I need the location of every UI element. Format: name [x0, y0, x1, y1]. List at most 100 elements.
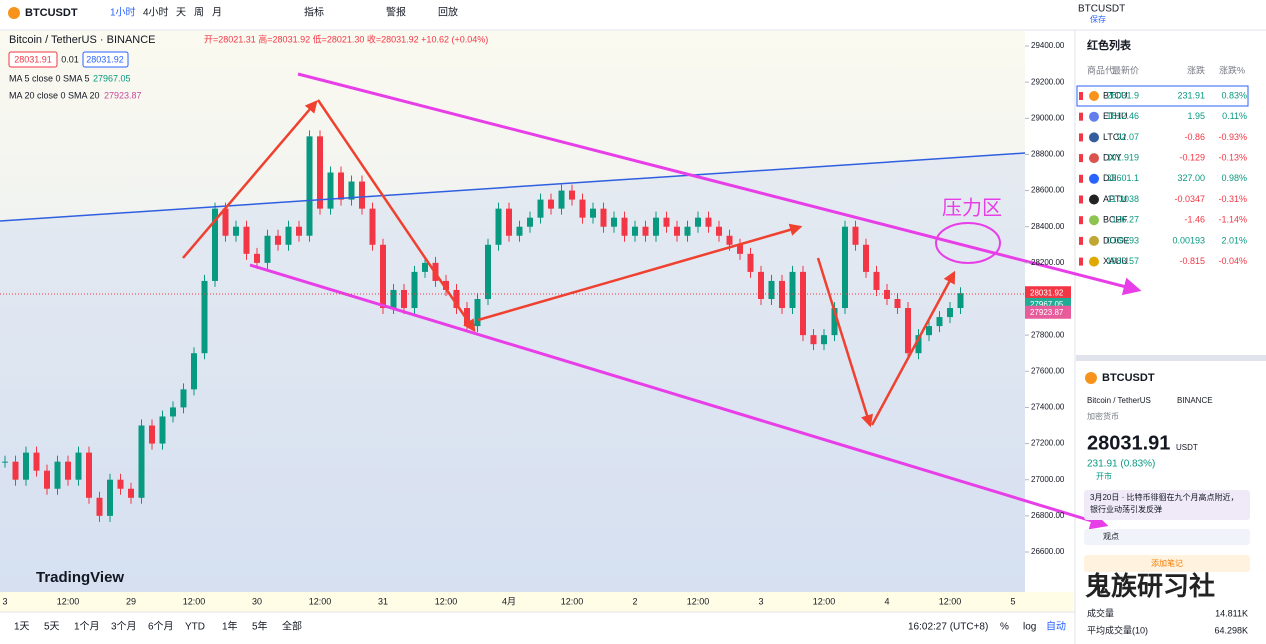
cell: -0.129: [1179, 152, 1205, 162]
range[interactable]: 5年: [252, 620, 268, 633]
news-box[interactable]: [1084, 490, 1250, 520]
range[interactable]: 5天: [44, 622, 60, 633]
candle: [138, 425, 145, 498]
range[interactable]: YTD: [185, 622, 205, 633]
candle: [159, 416, 166, 444]
interval[interactable]: 周: [194, 7, 204, 19]
spread: 0.01: [61, 54, 79, 64]
x-tick-label: 5: [1010, 596, 1015, 606]
candle: [33, 452, 40, 471]
interval[interactable]: 月: [212, 7, 222, 19]
candle: [296, 226, 302, 236]
cell[interactable]: BCHF: [1103, 215, 1128, 225]
cell[interactable]: LTCU: [1103, 132, 1126, 142]
watchlist-title[interactable]: 红色列表: [1087, 38, 1132, 52]
y-tick-label: 29200.00: [1031, 77, 1065, 86]
ask[interactable]: 28031.92: [86, 54, 124, 64]
y-tick-label: 27800.00: [1031, 330, 1065, 339]
candle: [737, 244, 743, 254]
range[interactable]: 3个月: [111, 621, 137, 633]
candle: [947, 308, 953, 318]
y-tick-label: 28800.00: [1031, 150, 1065, 159]
candle: [621, 217, 628, 236]
ideas-box[interactable]: [1084, 529, 1250, 545]
y-tick-label: 29000.00: [1031, 113, 1065, 122]
flag: [1079, 133, 1083, 142]
clock: 16:02:27 (UTC+8): [908, 622, 988, 633]
candle: [506, 208, 512, 236]
bid[interactable]: 28031.91: [14, 54, 52, 64]
symbol[interactable]: BTCUSDT: [25, 7, 78, 19]
percent[interactable]: %: [1000, 622, 1009, 633]
news[interactable]: 3月20日 · 比特币徘徊在九个月高点附近，银行业动荡引发反弹: [1090, 493, 1239, 514]
range[interactable]: 全部: [282, 620, 302, 633]
arrow: [816, 257, 873, 428]
note-box[interactable]: [1084, 555, 1250, 572]
cell[interactable]: BTCU: [1103, 90, 1128, 100]
price-tag-label: 28031.92: [1030, 288, 1064, 297]
interval[interactable]: 1小时: [110, 7, 136, 19]
y-tick-label: 28600.00: [1031, 186, 1065, 195]
candle: [348, 181, 355, 200]
candle: [611, 217, 617, 227]
x-tick-label: 12:00: [435, 596, 458, 606]
candle: [54, 461, 61, 489]
cell: -0.04%: [1218, 256, 1247, 266]
candle: [537, 199, 544, 218]
x-tick-label: 2: [632, 596, 637, 606]
cell[interactable]: APTU: [1103, 194, 1127, 204]
cell: 92.07: [1116, 132, 1139, 142]
flag: [1079, 92, 1083, 100]
layout-name[interactable]: BTCUSDT: [1078, 4, 1125, 15]
cell: 231.91: [1177, 90, 1205, 100]
cell: 1.95: [1187, 111, 1205, 121]
cell[interactable]: DOGE: [1103, 235, 1130, 245]
cell: 101.919: [1106, 152, 1139, 162]
cell[interactable]: DJI: [1103, 173, 1117, 183]
candle: [810, 335, 817, 345]
candle: [684, 226, 691, 236]
tool[interactable]: 警报: [386, 6, 406, 19]
ask-box[interactable]: [82, 51, 129, 68]
tool[interactable]: 回放: [438, 6, 458, 19]
cell[interactable]: XAUU: [1103, 256, 1128, 266]
y-tick-label: 29400.00: [1031, 41, 1065, 50]
cell[interactable]: DXY: [1103, 152, 1122, 162]
flag: [1079, 154, 1083, 163]
candle: [485, 244, 491, 299]
range[interactable]: 1年: [222, 620, 238, 633]
cell: 327.00: [1177, 173, 1205, 183]
auto[interactable]: 自动: [1046, 620, 1066, 633]
interval[interactable]: 4小时: [143, 7, 169, 19]
detail-change: 231.91 (0.83%): [1087, 459, 1155, 470]
candle: [600, 208, 607, 227]
y-tick-label: 27000.00: [1031, 475, 1065, 484]
candle: [128, 488, 134, 498]
flag: [1079, 257, 1083, 266]
layout-state: 保存: [1090, 14, 1106, 24]
bid-box[interactable]: [8, 51, 58, 68]
ideas[interactable]: 观点: [1103, 532, 1119, 541]
interval[interactable]: 天: [176, 8, 186, 19]
cell: 126.27: [1111, 215, 1139, 225]
candle: [96, 497, 103, 516]
candle: [873, 271, 880, 290]
range[interactable]: 1天: [14, 622, 30, 633]
candle: [12, 461, 19, 480]
candle: [338, 172, 344, 200]
log[interactable]: log: [1023, 622, 1036, 633]
x-tick-label: 12:00: [561, 596, 584, 606]
range[interactable]: 6个月: [148, 621, 174, 633]
candle: [779, 280, 785, 309]
cell[interactable]: ETHU: [1103, 111, 1128, 121]
range[interactable]: 1个月: [74, 621, 100, 633]
tool[interactable]: 指标: [304, 6, 324, 19]
row-icon: [1089, 256, 1099, 267]
candle: [180, 389, 187, 408]
candle: [201, 280, 208, 354]
add-note[interactable]: 添加笔记: [1151, 558, 1183, 568]
candle: [516, 226, 523, 236]
x-tick-label: 4: [884, 596, 889, 606]
detail-status: 开市: [1096, 471, 1112, 481]
